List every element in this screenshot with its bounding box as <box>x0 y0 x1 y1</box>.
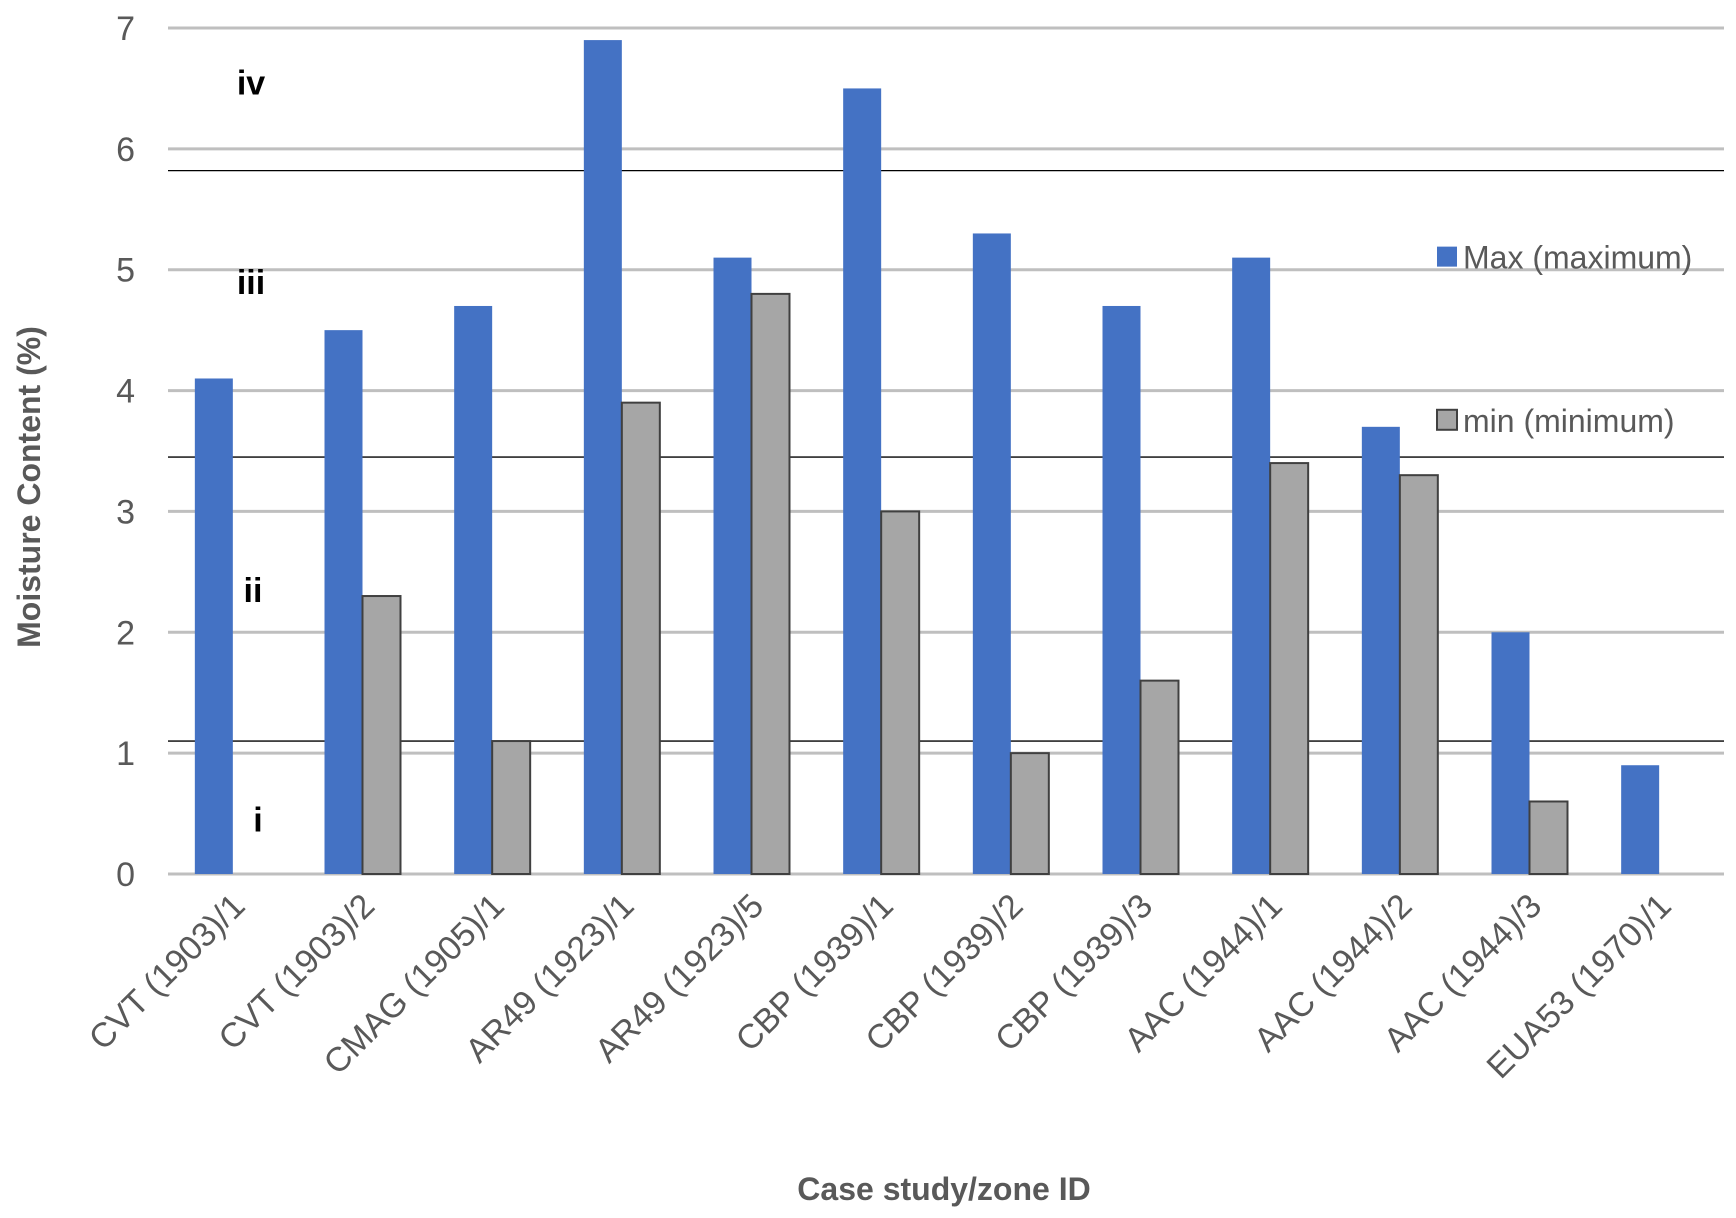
bar-min-3 <box>620 401 661 875</box>
bar-max-7 <box>1102 305 1141 874</box>
y-tick-label: 7 <box>116 10 135 48</box>
zone-label-iii: iii <box>237 264 265 302</box>
zone-boundaries <box>168 169 1724 742</box>
y-tick-label: 6 <box>116 131 135 169</box>
legend-label-min: min (minimum) <box>1463 403 1675 439</box>
bar-min-2 <box>491 740 532 875</box>
bar-min-1 <box>361 595 402 875</box>
bar-min-7 <box>1139 679 1180 876</box>
bar-min-10 <box>1528 800 1569 875</box>
bar-max-6 <box>972 233 1011 874</box>
bar-min-5 <box>880 510 921 875</box>
y-tick-label: 1 <box>116 735 135 773</box>
bar-max-2 <box>454 305 493 874</box>
legend-swatch-max <box>1437 246 1457 267</box>
bar-max-3 <box>583 40 622 875</box>
bar-max-1 <box>324 330 363 875</box>
zone-label-ii: ii <box>244 572 263 610</box>
bar-max-5 <box>843 88 882 874</box>
bar-min-4 <box>750 292 791 875</box>
x-axis-title: Case study/zone ID <box>797 1171 1090 1207</box>
y-tick-label: 3 <box>116 493 135 531</box>
bars <box>194 40 1660 876</box>
zone-label-iv: iv <box>237 64 265 102</box>
legend: Max (maximum) min (minimum) <box>1436 240 1692 439</box>
bar-max-9 <box>1361 426 1400 874</box>
y-tick-label: 2 <box>116 614 135 652</box>
legend-label-max: Max (maximum) <box>1463 240 1692 276</box>
bar-max-10 <box>1491 632 1530 874</box>
bar-max-4 <box>713 257 752 875</box>
bar-min-9 <box>1398 474 1439 875</box>
bar-min-8 <box>1269 462 1310 875</box>
bar-min-6 <box>1009 752 1050 876</box>
bar-max-11 <box>1621 765 1660 874</box>
legend-swatch-min <box>1436 408 1458 431</box>
y-tick-label: 0 <box>116 856 135 894</box>
y-tick-label: 5 <box>116 252 135 290</box>
bar-max-8 <box>1232 257 1271 875</box>
bar-max-0 <box>194 378 233 874</box>
y-axis-ticks: 0 1 2 3 4 5 6 7 <box>116 10 135 894</box>
y-tick-label: 4 <box>116 373 135 411</box>
zone-label-i: i <box>253 802 262 840</box>
y-axis-title: Moisture Content (%) <box>11 326 47 648</box>
gridlines <box>168 26 1724 876</box>
